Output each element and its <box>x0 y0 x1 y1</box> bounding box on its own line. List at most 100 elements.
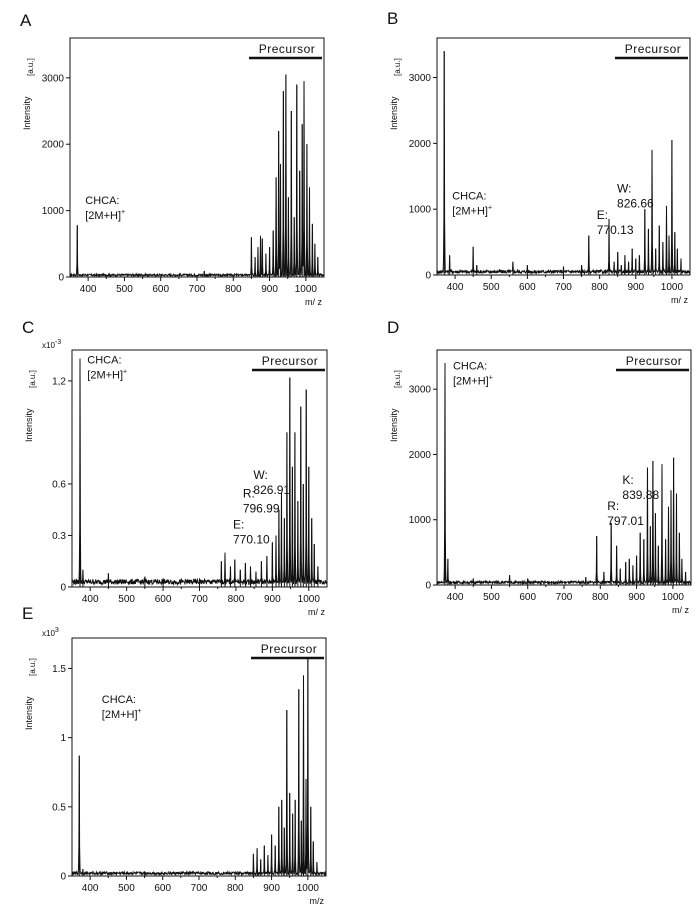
annotation-line2: 770.10 <box>233 533 270 547</box>
annotation-line1: CHCA: <box>102 694 136 706</box>
x-tick-label: 400 <box>82 883 99 894</box>
x-tick-label: 900 <box>263 883 280 894</box>
plot-frame <box>71 349 328 588</box>
spectrum-trace <box>71 358 328 587</box>
x-tick-label: 400 <box>80 284 97 295</box>
x-tick-label: 1000 <box>295 284 318 295</box>
annotation-line1: CHCA: <box>87 355 121 367</box>
y-tick-label: 1000 <box>42 206 65 217</box>
panel-letter: A <box>20 11 32 30</box>
x-tick-label: 500 <box>118 594 135 605</box>
scale-multiplier: x103 <box>42 627 59 638</box>
annotation-line1: E: <box>597 208 608 222</box>
panel-letter: C <box>22 318 34 337</box>
y-tick-label: 0.6 <box>52 479 66 490</box>
y-tick-label: 3000 <box>409 73 432 84</box>
x-tick-label: 700 <box>189 284 206 295</box>
scale-multiplier: x10-3 <box>42 339 61 350</box>
y-axis-title: Intensity <box>24 408 34 442</box>
panel-b: B [a.u.] Intensity 0 1000 2000 3000 400 500 600 70… <box>387 9 691 305</box>
x-tick-label: 700 <box>556 592 573 603</box>
panel-a: A [a.u.] Intensity 0 1000 2000 3000 400 500 600 70… <box>20 11 325 307</box>
panel-letter: E <box>22 604 33 623</box>
annotation-line1: R: <box>607 499 619 513</box>
x-tick-label: 600 <box>519 592 536 603</box>
x-tick-label: 900 <box>627 282 644 293</box>
y-tick-label: 2000 <box>409 139 432 150</box>
annotation-line2: 826.91 <box>253 483 290 497</box>
y-tick-label: 1 <box>60 733 66 744</box>
y-tick-label: 0 <box>58 273 64 284</box>
y-tick-label: 1000 <box>409 205 432 216</box>
x-tick-label: 1000 <box>298 594 321 605</box>
spectrum-trace <box>436 51 691 276</box>
annotation-line1: R: <box>243 487 255 501</box>
x-tick-label: 600 <box>152 284 169 295</box>
annotation-line1: E: <box>233 518 244 532</box>
panel-d: D [a.u.] Intensity 0 1000 2000 3000 400 500 600 70… <box>387 318 692 615</box>
y-tick-label: 1.5 <box>52 664 66 675</box>
spectrum-trace <box>71 658 327 877</box>
x-tick-label: 1000 <box>662 592 685 603</box>
x-tick-label: 1000 <box>661 282 684 293</box>
x-tick-label: 800 <box>225 284 242 295</box>
x-tick-label: 900 <box>628 592 645 603</box>
spectrum-trace <box>436 363 692 586</box>
panel-letter: B <box>387 9 398 28</box>
x-axis-title: m/ z <box>308 607 325 617</box>
y-axis-title: Intensity <box>389 96 399 130</box>
x-tick-label: 400 <box>82 594 99 605</box>
precursor-label: Precursor <box>262 354 319 368</box>
precursor-label: Precursor <box>261 642 318 656</box>
annotation-line1: W: <box>253 468 267 482</box>
x-tick-label: 400 <box>447 282 464 293</box>
precursor-label: Precursor <box>625 42 682 56</box>
y-tick-label: 0 <box>425 271 431 282</box>
y-tick-label: 0 <box>60 872 66 883</box>
y-unit-label: [a.u.] <box>393 370 402 388</box>
x-tick-label: 800 <box>592 592 609 603</box>
y-tick-label: 1,2 <box>52 376 66 387</box>
x-tick-label: 400 <box>447 592 464 603</box>
x-tick-label: 500 <box>118 883 135 894</box>
spectrum-trace <box>69 74 325 278</box>
precursor-label: Precursor <box>259 42 316 56</box>
precursor-label: Precursor <box>626 354 683 368</box>
x-tick-label: 500 <box>116 284 133 295</box>
y-axis-title: Intensity <box>24 696 34 730</box>
x-axis-title: m/z <box>310 896 325 906</box>
y-unit-label: [a.u.] <box>26 58 35 76</box>
x-tick-label: 700 <box>191 883 208 894</box>
y-tick-label: 0.3 <box>52 531 66 542</box>
y-axis-title: Intensity <box>22 96 32 130</box>
annotation-line1: W: <box>617 182 631 196</box>
x-tick-label: 500 <box>483 282 500 293</box>
x-tick-label: 600 <box>519 282 536 293</box>
annotation-line2: 797.01 <box>607 514 644 528</box>
y-tick-label: 0.5 <box>52 802 66 813</box>
annotation-line2: [2M+H]+ <box>453 375 493 388</box>
x-tick-label: 900 <box>264 594 281 605</box>
y-unit-label: [a.u.] <box>28 658 37 676</box>
annotation-line1: CHCA: <box>452 190 486 202</box>
y-tick-label: 3000 <box>409 385 432 396</box>
x-tick-label: 800 <box>227 883 244 894</box>
annotation-line2: 826.66 <box>617 197 654 211</box>
x-tick-label: 1000 <box>297 883 320 894</box>
x-tick-label: 700 <box>191 594 208 605</box>
annotation-line2: 770.13 <box>597 223 634 237</box>
y-tick-label: 3000 <box>42 73 65 84</box>
y-unit-label: [a.u.] <box>28 370 37 388</box>
x-axis-title: m/ z <box>672 605 689 615</box>
annotation-line2: 796.99 <box>243 502 280 516</box>
annotation-line2: [2M+H]+ <box>87 369 127 382</box>
y-axis-title: Intensity <box>389 408 399 442</box>
x-tick-label: 900 <box>261 284 278 295</box>
annotation-line2: [2M+H]+ <box>85 209 125 222</box>
y-tick-label: 0 <box>60 583 66 594</box>
plot-frame <box>71 637 327 877</box>
y-tick-label: 2000 <box>409 450 432 461</box>
